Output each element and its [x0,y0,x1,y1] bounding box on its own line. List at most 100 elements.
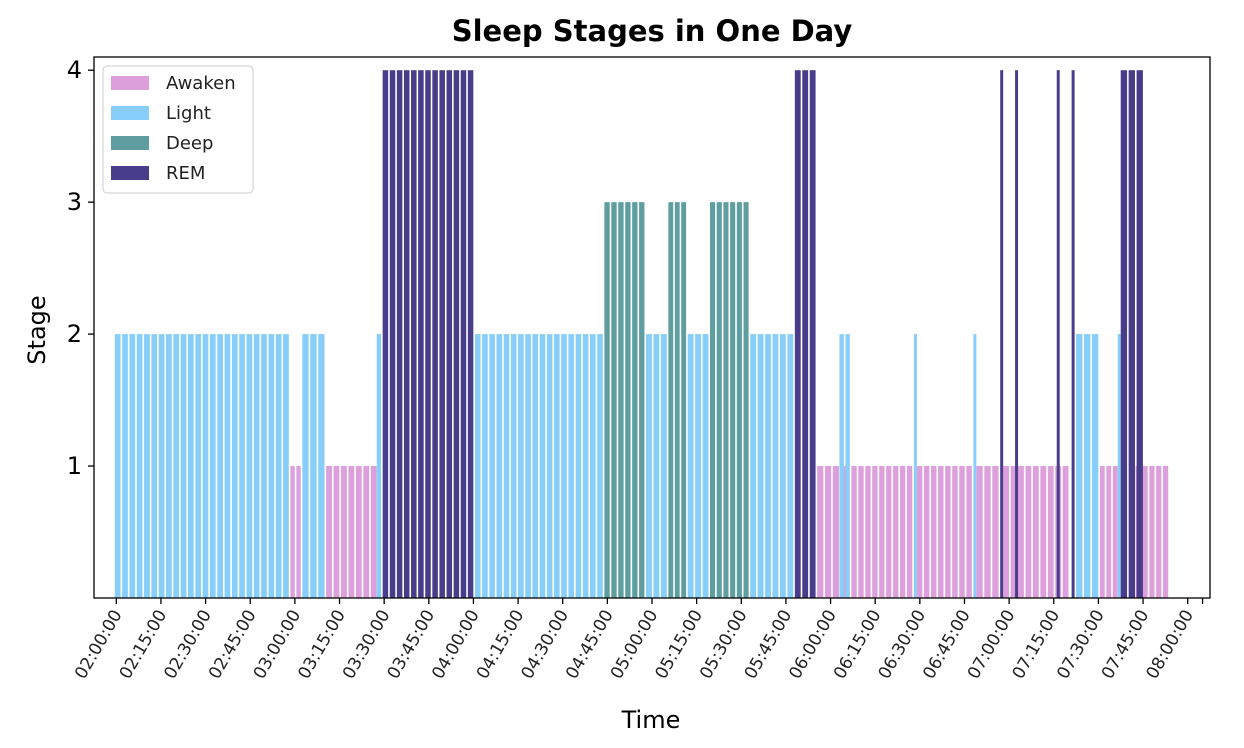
bar-awaken [1040,466,1047,598]
bar-light [129,334,136,598]
bar-light [757,334,764,598]
bar-awaken [900,466,906,598]
bar-light [158,334,165,598]
bar-awaken [976,466,983,598]
bar-awaken [370,466,377,598]
bar-light [474,334,481,598]
bar-awaken [1112,466,1118,598]
bar-light [973,334,977,598]
y-tick-label: 4 [67,56,82,84]
bar-awaken [858,466,864,598]
bar-rem [446,70,453,598]
bar-light [532,334,539,598]
bar-light [136,334,143,598]
bar-light [787,334,794,598]
bar-light [187,334,194,598]
bar-light [173,334,180,598]
bar-deep [668,202,674,598]
bar-light [568,334,575,598]
bar-light [231,334,238,598]
bar-rem [1015,70,1019,598]
bar-light [302,334,309,598]
bar-light [253,334,260,598]
bar-rem [411,70,417,598]
bar-rem [1128,70,1135,598]
bar-awaken [1047,466,1054,598]
bar-light [496,334,503,598]
legend-label-deep: Deep [166,133,213,154]
bar-light [261,334,267,598]
bar-light [217,334,223,598]
bar-awaken [906,466,913,598]
bar-awaken [1025,466,1032,598]
bar-awaken [916,466,923,598]
bar-awaken [931,466,937,598]
bar-rem [1136,70,1143,598]
bar-light [482,334,488,598]
bar-awaken [817,466,824,598]
bar-awaken [296,466,301,598]
bar-rem [809,70,816,598]
bar-deep [618,202,624,598]
bar-awaken [1003,466,1010,598]
bar-rem [403,70,410,598]
bar-light [750,334,757,598]
bar-awaken [348,466,355,598]
bar-light [597,334,603,598]
bar-deep [632,202,638,598]
bar-rem [425,70,431,598]
bar-light [202,334,209,598]
chart-title: Sleep Stages in One Day [451,14,853,48]
bar-awaken [959,466,965,598]
bar-rem [396,70,403,598]
bar-rem [382,70,389,598]
bar-rem [1071,70,1075,598]
bar-light [310,334,317,598]
y-axis-label: Stage [23,295,51,364]
bar-rem [467,70,474,598]
bar-light [224,334,231,598]
bar-light [180,334,187,598]
bar-awaken [832,466,839,598]
legend-swatch-rem [111,166,149,180]
bar-light [539,334,546,598]
bar-awaken [1010,466,1017,598]
bar-deep [730,202,736,598]
bar-light [318,334,325,598]
bar-deep [611,202,617,598]
bar-awaken [952,466,958,598]
legend-label-awaken: Awaken [166,73,236,94]
bar-awaken [886,466,892,598]
bar-rem [389,70,396,598]
bar-light [518,334,524,598]
legend-label-light: Light [166,103,211,124]
bar-deep [625,202,631,598]
bar-deep [723,202,729,598]
bar-light [209,334,216,598]
bar-awaken [865,466,871,598]
bar-light [1091,334,1099,598]
legend-swatch-deep [111,136,149,150]
bar-light [275,334,282,598]
bar-awaken [1032,466,1039,598]
bar-light [772,334,779,598]
bar-light [653,334,660,598]
bar-rem [1120,70,1128,598]
bar-awaken [1142,466,1148,598]
bar-light [144,334,150,598]
y-axis: 1 2 3 4 [67,56,94,480]
bar-rem [418,70,424,598]
bar-light [1076,334,1083,598]
bar-deep [743,202,749,598]
bar-awaken [333,466,340,598]
bar-light [166,334,172,598]
bar-awaken [341,466,347,598]
bar-awaken [326,466,332,598]
legend-swatch-awaken [111,76,149,90]
bar-light [646,334,652,598]
bar-rem [460,70,467,598]
bar-light [246,334,253,598]
bar-awaken [938,466,944,598]
bar-light [1117,334,1121,598]
